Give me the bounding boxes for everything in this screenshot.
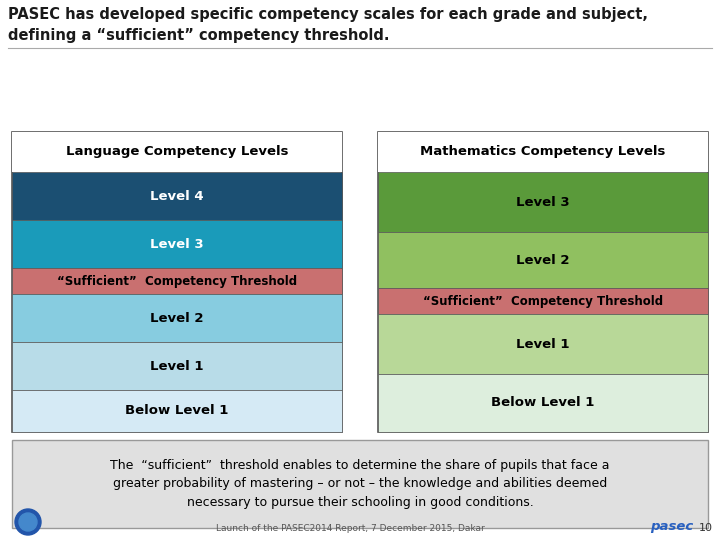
Bar — [12, 220, 342, 268]
Text: Below Level 1: Below Level 1 — [125, 404, 229, 417]
Bar — [378, 374, 708, 432]
Text: “Sufficient”  Competency Threshold: “Sufficient” Competency Threshold — [423, 294, 663, 307]
Bar — [378, 132, 708, 172]
Bar — [12, 342, 342, 390]
Text: Mathematics Competency Levels: Mathematics Competency Levels — [420, 145, 666, 159]
Text: Level 3: Level 3 — [150, 238, 204, 251]
Text: Level 2: Level 2 — [516, 253, 570, 267]
Text: Level 2: Level 2 — [150, 312, 204, 325]
Bar — [12, 294, 342, 342]
Bar — [12, 268, 342, 294]
Bar — [12, 390, 342, 432]
Text: PASEC has developed specific competency scales for each grade and subject,
defin: PASEC has developed specific competency … — [8, 7, 648, 43]
Text: Launch of the PASEC2014 Report, 7 December 2015, Dakar: Launch of the PASEC2014 Report, 7 Decemb… — [215, 524, 485, 533]
Text: pasec: pasec — [650, 520, 693, 533]
Bar — [12, 132, 342, 432]
Bar — [12, 440, 708, 528]
Circle shape — [15, 509, 41, 535]
Text: Language Competency Levels: Language Competency Levels — [66, 145, 288, 159]
Bar — [12, 172, 342, 220]
Bar — [378, 132, 708, 432]
Text: Below Level 1: Below Level 1 — [491, 396, 595, 409]
Text: Level 1: Level 1 — [516, 338, 570, 350]
Bar — [378, 232, 708, 288]
Text: 10: 10 — [699, 523, 713, 533]
Text: “Sufficient”  Competency Threshold: “Sufficient” Competency Threshold — [57, 274, 297, 287]
Bar — [378, 172, 708, 232]
Circle shape — [19, 513, 37, 531]
Text: The  “sufficient”  threshold enables to determine the share of pupils that face : The “sufficient” threshold enables to de… — [110, 459, 610, 509]
Bar — [378, 288, 708, 314]
Text: Level 4: Level 4 — [150, 190, 204, 202]
Bar — [12, 132, 342, 172]
Text: Level 1: Level 1 — [150, 360, 204, 373]
Bar — [378, 314, 708, 374]
Text: Level 3: Level 3 — [516, 195, 570, 208]
